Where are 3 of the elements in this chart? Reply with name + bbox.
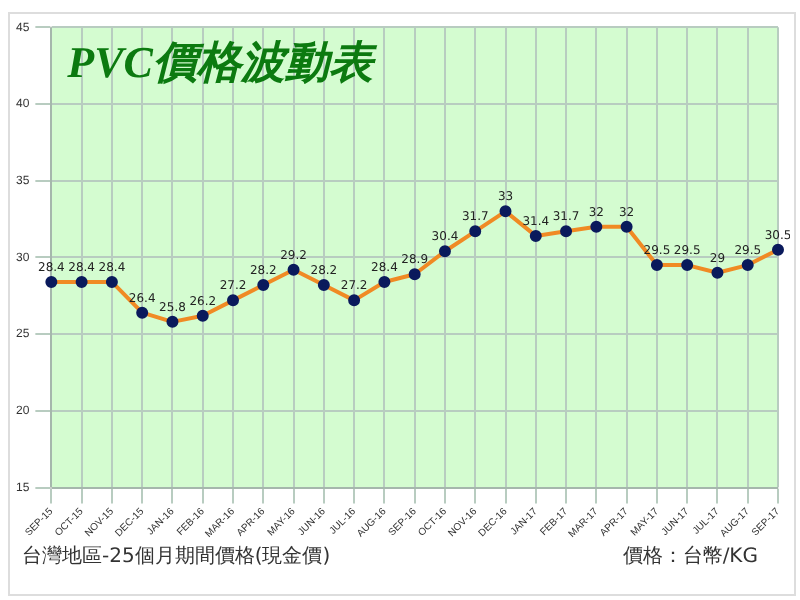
chart-title: PVC價格波動表 — [65, 36, 379, 87]
text: 台灣地區-25個月期間價格(現金價) — [22, 543, 331, 570]
text: 價格：台幣/KG — [622, 543, 758, 570]
